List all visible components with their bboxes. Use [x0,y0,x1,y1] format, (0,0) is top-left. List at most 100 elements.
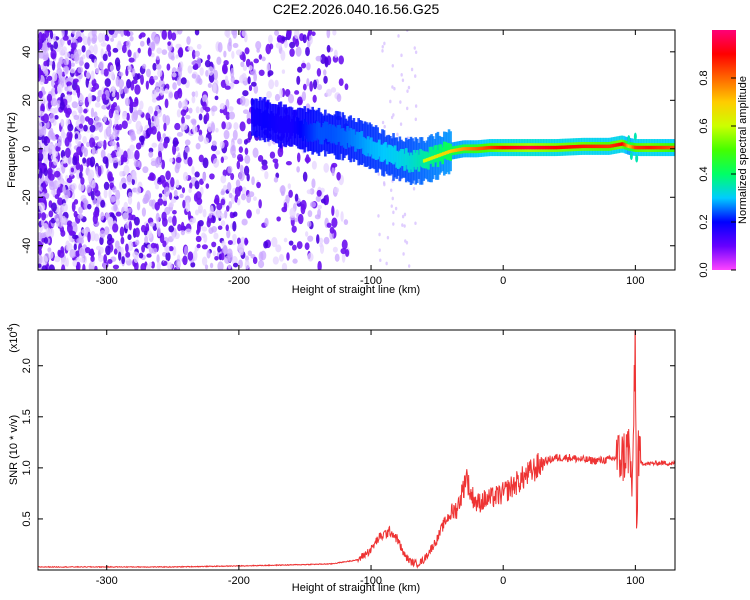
spectrogram-ridge-peak [546,145,549,150]
spectrogram-noise-blob [274,79,279,88]
spectrogram-noise-blob [65,107,72,115]
spectrogram-noise-blob [247,250,253,257]
spectrogram-noise-blob [176,109,181,118]
spectrogram-noise-blob [90,70,95,81]
spectrogram-ridge-peak [570,145,573,149]
spectrogram-noise-blob [340,247,347,255]
spectrogram-ridge-peak [454,148,458,152]
spectrogram-noise-blob [198,134,204,142]
spectrogram-noise-blob [403,224,406,228]
spectrogram-ridge-core [295,116,299,134]
spectrogram-noise-blob [227,41,232,52]
spectrogram-noise-blob [71,101,78,109]
spectrogram-noise-blob [56,61,61,71]
spectrogram-noise-blob [177,223,182,232]
spectrogram-noise-blob [213,198,220,205]
spectrogram-noise-blob [154,201,160,211]
spectrogram-noise-blob [82,136,87,144]
spectrogram-ridge-peak [619,142,622,146]
spectrogram-noise-blob [223,184,228,191]
spectrogram-noise-blob [105,245,111,256]
spectrogram-noise-blob [90,255,95,263]
spectrogram-noise-blob [67,123,74,132]
spectrogram-noise-blob [56,83,63,95]
spectrogram-noise-blob [281,206,288,213]
spectrogram-noise-blob [168,245,174,252]
spectrogram-noise-blob [54,107,58,114]
colorbar-ticks: 0.0 0.2 0.4 0.6 0.8 [698,70,736,278]
spectrogram-noise-blob [304,242,310,250]
spectrogram-noise-blob [212,158,220,168]
spectrogram-ridge-peak [541,145,545,150]
spectrogram-noise-blob [44,192,50,200]
spectrogram-ridge-peak [426,158,429,162]
spectrogram-noise-blob [180,221,185,232]
spectrogram-ridge-core [362,136,365,154]
spectrogram-noise-blob [244,237,248,246]
spectrogram-noise-blob [201,226,208,232]
spectrogram-ridge-core [355,131,359,149]
spectrogram-noise-blob [168,192,173,201]
spectrogram-noise-blob [61,215,66,224]
spectrogram-noise-blob [77,214,84,220]
spectrogram-noise-blob [251,176,255,186]
spectrogram-ridge-core [358,132,362,150]
spectrogram-noise-blob [255,40,262,50]
spectrogram-noise-blob [311,31,316,37]
spectrogram-noise-blob [134,227,140,238]
spectrogram-noise-blob [133,160,140,168]
spectrogram-noise-blob [121,156,128,163]
spectrogram-noise-blob [146,253,152,258]
spectrogram-noise-blob [304,231,309,237]
spectrogram-noise-blob [309,81,314,92]
spectrogram-noise-blob [194,209,199,216]
spectrogram-noise-blob [158,193,163,198]
spectrogram-noise-blob [226,229,231,239]
spectrogram-noise-blob [228,106,234,112]
spectrogram-ridge-core [259,109,262,127]
spectrogram-noise-blob [74,133,79,140]
spectrogram-noise-blob [51,53,56,59]
spectrogram-noise-blob [227,240,233,245]
spectrogram-noise-blob [220,220,226,227]
spectrogram-noise-blob [38,38,43,50]
spectrogram-noise-blob [414,221,417,226]
spectrogram-ridge-core [309,123,313,141]
spectrogram-ridge-core [403,153,406,171]
spectrogram-ridge-spike [629,152,633,161]
spectrogram-noise-blob [238,146,244,153]
spectrogram-noise-blob [205,112,210,122]
spectrogram-ridge-peak [443,151,446,156]
spectrogram-noise-blob [157,177,162,183]
spectrogram-noise-blob [184,139,191,146]
spectrogram-noise-blob [241,193,247,201]
spectrogram-noise-blob [43,151,48,162]
spectrogram-noise-blob [279,88,283,99]
spectrogram-noise-blob [111,150,116,159]
spectrogram-noise-blob [65,77,71,83]
spectrogram-noise-blob [99,229,106,239]
spectrogram-noise-blob [294,30,300,40]
spectrogram-noise-blob [201,256,208,266]
spectrogram-ridge-core [297,117,300,135]
spectrogram-noise-blob [195,142,201,150]
spectrogram-noise-blob [326,44,331,53]
spectrogram-noise-blob [404,239,407,243]
spectrogram-ridge-peak [602,144,605,149]
spectrogram-noise-blob [166,63,171,71]
spectrogram-noise-blob [407,85,411,90]
spectrogram-ridge-peak [625,143,629,148]
spectrogram-ridge-peak [529,145,532,150]
spectrogram-noise-blob [174,164,180,174]
spectrogram-noise-blob [115,151,122,157]
spectrogram-noise-blob [161,30,167,40]
spectrogram-noise-blob [316,68,322,77]
spectrogram-ridge-peak [636,145,640,150]
spectrogram-noise-blob [176,76,182,86]
spectrogram-ridge-peak [451,149,454,153]
spectrogram-noise-blob [123,201,129,212]
spectrogram-noise-blob [220,198,226,206]
spectrogram-noise-blob [125,243,129,253]
spectrogram-ridge-core [360,131,364,149]
spectrogram-noise-blob [221,121,226,130]
